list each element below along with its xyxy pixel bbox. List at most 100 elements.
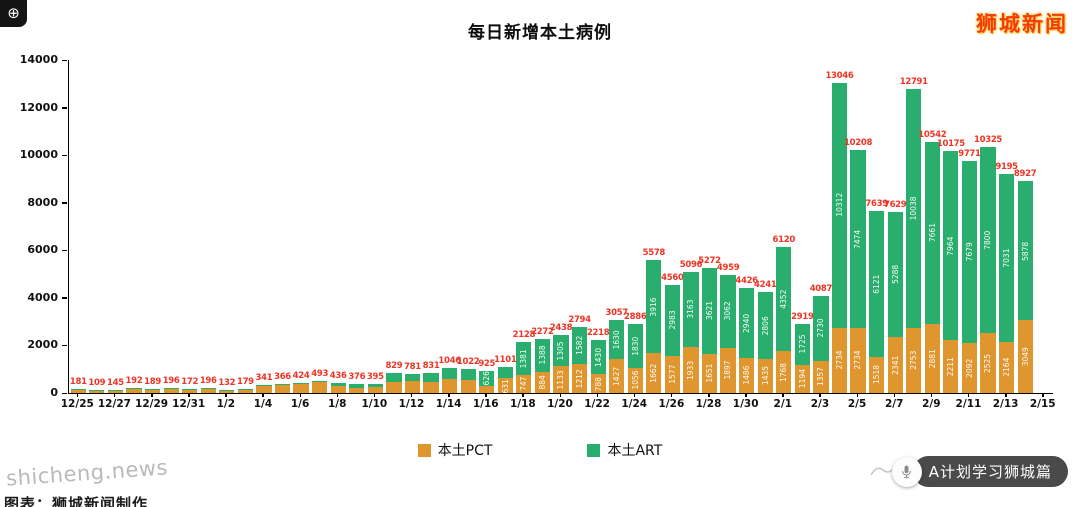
segment-value: 631	[500, 378, 510, 393]
bar-total-label: 1046	[438, 356, 461, 367]
bar-segment-art: 1830	[627, 324, 643, 368]
y-axis-label: 10000	[19, 148, 58, 162]
segment-value: 6121	[871, 274, 881, 294]
x-axis-label: 12/25	[60, 398, 94, 410]
x-axis-tick	[188, 393, 190, 397]
x-axis-label: 2/7	[884, 398, 904, 410]
bar-segment-art: 4352	[776, 247, 792, 351]
bar-segment-pct: 2734	[850, 327, 866, 393]
bar-segment-art: 7031	[998, 174, 1015, 342]
x-axis-tick	[262, 393, 264, 397]
x-axis-tick	[596, 393, 599, 397]
bar-segment-art	[274, 384, 291, 386]
x-axis-label: 2/1	[773, 398, 792, 410]
x-axis-tick	[522, 393, 524, 397]
bar-segment-pct	[274, 385, 291, 393]
x-axis-label: 12/29	[135, 398, 169, 410]
x-axis-label: 1/4	[253, 398, 273, 410]
bar-total-label: 181	[69, 376, 87, 387]
segment-value: 626	[481, 371, 491, 386]
segment-value: 4352	[779, 289, 789, 309]
x-axis-label: 2/15	[1029, 398, 1056, 410]
bar-segment-pct: 1933	[683, 347, 699, 393]
y-axis-label: 6000	[27, 243, 58, 257]
x-axis-tick	[336, 393, 339, 397]
bar-total-label: 2438	[549, 323, 573, 334]
segment-value: 788	[593, 376, 603, 391]
bar-segment-art: 7679	[961, 160, 978, 344]
segment-value: 1577	[667, 364, 677, 384]
segment-value: 1651	[704, 363, 714, 383]
segment-value: 2211	[946, 357, 956, 377]
bar-total-label: 6120	[772, 235, 796, 246]
x-axis-label: 1/30	[732, 398, 759, 410]
bar-total-label: 9195	[995, 162, 1018, 173]
bar-total-label: 341	[255, 372, 273, 383]
bar-segment-pct: 2092	[961, 343, 978, 393]
bar-total-label: 925	[478, 359, 496, 369]
bar-segment-pct	[441, 379, 458, 393]
bar-total-label: 5578	[642, 248, 666, 259]
bar-segment-art	[460, 368, 476, 380]
bar-total-label: 781	[404, 362, 421, 373]
segment-value: 1430	[593, 347, 603, 367]
y-axis-tick	[62, 202, 67, 204]
plot-area: 181 109 145 192 189 196 172 196 132 179 341 366 424 4…	[68, 60, 1053, 394]
x-axis-tick	[930, 393, 933, 397]
bar-segment-pct	[460, 379, 476, 393]
bar-total-label: 2794	[568, 314, 591, 325]
bar-segment-art: 1630	[609, 320, 625, 360]
bar-total-label: 2272	[531, 326, 554, 337]
bar-segment-pct	[404, 381, 421, 393]
channel-badge: A计划学习狮城篇	[870, 456, 1068, 487]
segment-value: 1133	[556, 369, 566, 390]
bar-segment-pct: 631	[497, 378, 513, 393]
bar-total-label: 132	[218, 377, 236, 388]
x-axis-tick	[299, 393, 302, 397]
bar-segment-pct: 2753	[906, 327, 922, 393]
bar-segment-art	[256, 384, 272, 386]
bar-segment-art	[330, 382, 346, 387]
x-axis-label: 1/26	[658, 398, 685, 410]
bar-segment-art	[386, 373, 402, 383]
segment-value: 2753	[909, 350, 918, 370]
segment-value: 884	[537, 375, 547, 390]
expand-icon[interactable]: ⊕	[0, 0, 27, 27]
bar-total-label: 189	[144, 376, 161, 387]
segment-value: 747	[519, 376, 529, 392]
segment-value: 2341	[890, 355, 900, 375]
bar-segment-pct	[126, 388, 142, 393]
x-axis-tick	[410, 393, 413, 397]
legend: 本土PCT 本土ART	[0, 440, 1080, 460]
bar-segment-pct: 1768	[776, 350, 792, 393]
segment-value: 10038	[909, 196, 918, 221]
segment-value: 1427	[611, 366, 621, 386]
x-axis-label: 1/12	[398, 398, 425, 410]
bar-segment-art: 3062	[720, 275, 736, 348]
segment-value: 1662	[649, 363, 659, 383]
bar-segment-pct	[70, 388, 86, 393]
bar-segment-art: 1388	[534, 338, 551, 372]
bar-total-label: 10175	[936, 138, 965, 149]
bar-total-label: 376	[348, 372, 366, 383]
bar-total-label: 10542	[918, 130, 947, 141]
y-axis-tick	[62, 392, 67, 394]
y-axis-label: 2000	[27, 338, 58, 352]
segment-value: 1381	[519, 349, 529, 369]
segment-value: 7800	[983, 230, 993, 250]
y-axis-label: 4000	[27, 290, 58, 304]
legend-label-art: 本土ART	[607, 443, 663, 459]
y-axis-tick	[62, 297, 67, 299]
y-axis-label: 0	[50, 386, 58, 399]
segment-value: 1725	[797, 334, 807, 354]
x-axis-label: 2/11	[955, 398, 982, 410]
y-axis-tick	[62, 107, 67, 109]
bar-segment-pct: 2211	[943, 340, 959, 393]
segment-value: 3621	[704, 301, 714, 321]
microphone-icon	[891, 456, 922, 487]
bar-segment-art	[312, 381, 328, 383]
bar-segment-pct	[219, 390, 235, 393]
bar-segment-pct	[144, 388, 161, 393]
